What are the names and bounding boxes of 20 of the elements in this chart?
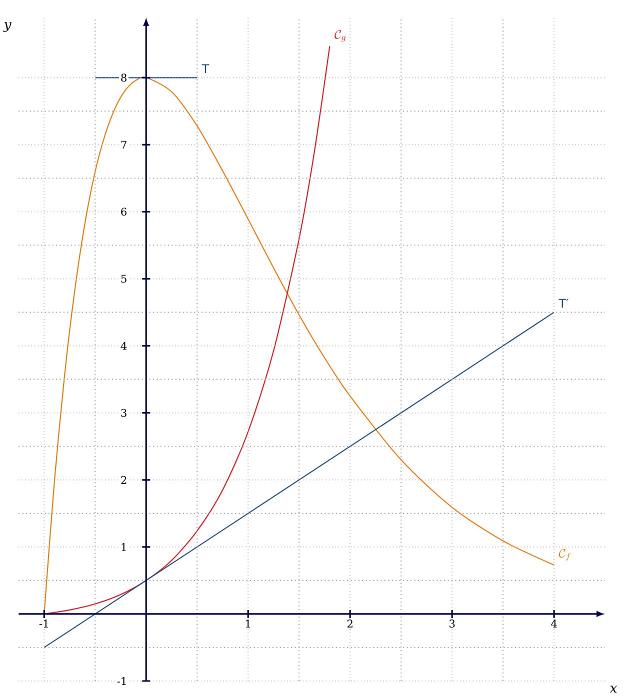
y-tick-label: 3 (121, 408, 127, 417)
y-tick-label: 5 (121, 274, 127, 283)
y-tick-label: 1 (122, 542, 126, 551)
series-label: T (202, 64, 210, 73)
x-tick-label: 1 (246, 620, 250, 628)
x-tick-label: -1 (40, 620, 48, 628)
y-tick-label: 7 (121, 140, 127, 149)
series-label: T′ (558, 298, 569, 308)
series-label: $\mathcal{C}_f$ (559, 548, 571, 560)
x-tick-label: 3 (450, 620, 455, 628)
series-label: $\mathcal{C}_g$ (334, 30, 346, 42)
x-tick-label: 2 (348, 620, 353, 628)
x-axis-title: x (610, 686, 618, 693)
y-tick-label: 8 (121, 74, 127, 82)
y-tick-label: 2 (121, 476, 126, 484)
y-tick-label: -1 (117, 677, 126, 685)
y-axis-title: y (3, 22, 12, 32)
y-tick-label: 4 (120, 342, 127, 350)
x-tick-label: 4 (551, 620, 558, 628)
y-tick-label: 6 (121, 208, 127, 216)
